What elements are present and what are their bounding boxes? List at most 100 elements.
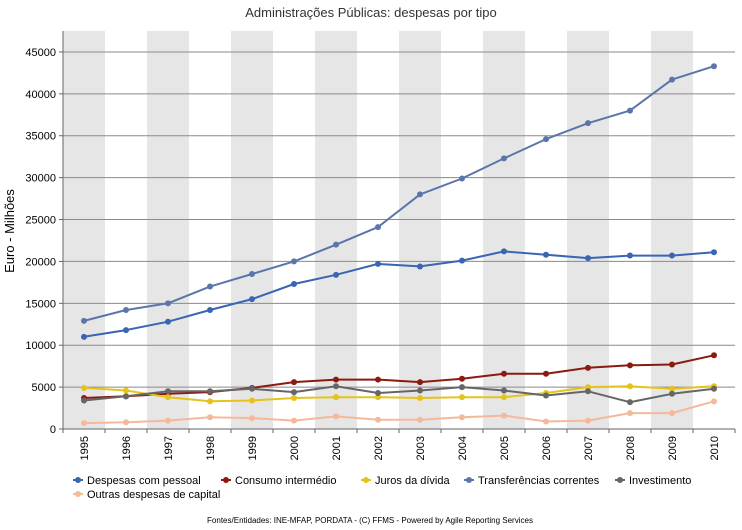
data-point (501, 387, 507, 394)
y-tick-label: 45000 (25, 47, 56, 59)
x-tick-label: 1996 (121, 436, 133, 460)
y-tick-label: 10000 (25, 340, 56, 352)
band-2000 (273, 31, 315, 429)
data-point (333, 271, 339, 278)
data-point (417, 394, 423, 401)
x-tick-label: 2010 (709, 436, 721, 460)
legend-swatch-marker (75, 477, 81, 483)
legend-item: Transferências correntes (464, 475, 600, 487)
data-point (669, 390, 675, 397)
x-tick-label: 1995 (79, 436, 91, 460)
x-tick-label: 2009 (667, 436, 679, 460)
data-point (669, 410, 675, 417)
data-point (501, 155, 507, 162)
series-line (83, 354, 715, 399)
data-point (291, 379, 297, 386)
data-point (123, 387, 129, 394)
data-point (207, 414, 213, 421)
data-point (669, 76, 675, 83)
data-point (207, 283, 213, 290)
data-point (417, 379, 423, 386)
legend-item: Despesas com pessoal (73, 475, 201, 487)
data-point (711, 249, 717, 256)
y-tick-label: 30000 (25, 173, 56, 185)
data-point (165, 417, 171, 424)
x-tick-label: 2000 (289, 436, 301, 460)
data-point (417, 191, 423, 198)
legend-label: Despesas com pessoal (87, 475, 201, 487)
band-2007 (567, 31, 609, 429)
y-tick-label: 0 (50, 424, 56, 436)
data-point (291, 417, 297, 424)
band-1995 (63, 31, 105, 429)
data-point (585, 417, 591, 424)
data-point (291, 281, 297, 288)
data-point (459, 257, 465, 264)
data-point (627, 399, 633, 406)
y-tick-label: 20000 (25, 256, 56, 268)
x-tick-label: 2006 (541, 436, 553, 460)
data-point (123, 393, 129, 400)
data-point (417, 416, 423, 423)
band-2006 (525, 31, 567, 429)
data-point (207, 307, 213, 314)
data-point (81, 420, 87, 427)
band-2010 (693, 31, 735, 429)
data-point (291, 389, 297, 396)
data-point (585, 255, 591, 262)
data-point (627, 107, 633, 114)
data-point (375, 394, 381, 401)
data-point (333, 241, 339, 248)
data-point (585, 364, 591, 371)
data-point (81, 384, 87, 391)
x-tick-label: 1999 (247, 436, 259, 460)
band-1999 (231, 31, 273, 429)
data-point (459, 175, 465, 182)
x-tick-label: 1997 (163, 436, 175, 460)
chart-title: Administrações Públicas: despesas por ti… (245, 5, 496, 20)
data-point (375, 260, 381, 267)
legend-swatch-marker (363, 477, 369, 483)
y-axis-ticks: 0 5000 10000 15000 20000 25000 30000 35000 40000… (25, 47, 63, 436)
y-axis-label: Euro - Milhões (2, 189, 17, 273)
legend-item: Outras despesas de capital (73, 489, 220, 501)
series-line (83, 400, 715, 425)
data-point (585, 384, 591, 391)
legend-item: Investimento (615, 475, 691, 487)
y-tick-label: 15000 (25, 298, 56, 310)
data-point (207, 398, 213, 405)
y-tick-label: 40000 (25, 89, 56, 101)
data-point (249, 296, 255, 303)
legend-swatch-marker (223, 477, 229, 483)
x-tick-label: 2001 (331, 436, 343, 460)
band-1998 (189, 31, 231, 429)
data-point (375, 224, 381, 231)
x-tick-label: 2002 (373, 436, 385, 460)
x-tick-label: 2008 (625, 436, 637, 460)
band-2004 (441, 31, 483, 429)
data-point (249, 385, 255, 392)
data-point (543, 251, 549, 258)
data-point (459, 375, 465, 382)
data-point (627, 362, 633, 369)
data-point (207, 388, 213, 395)
series-line (83, 385, 715, 404)
data-point (417, 387, 423, 394)
data-point (669, 252, 675, 259)
data-point (627, 410, 633, 417)
x-tick-label: 1998 (205, 436, 217, 460)
y-tick-label: 25000 (25, 215, 56, 227)
series-line (83, 250, 715, 338)
data-point (81, 333, 87, 340)
data-point (165, 300, 171, 307)
legend: Despesas com pessoal Consumo intermédio Ju… (73, 475, 691, 501)
legend-label: Consumo intermédio (235, 475, 337, 487)
data-point (123, 307, 129, 314)
data-point (501, 394, 507, 401)
data-point (711, 385, 717, 392)
data-point (81, 397, 87, 404)
data-point (585, 388, 591, 395)
data-point (123, 419, 129, 426)
